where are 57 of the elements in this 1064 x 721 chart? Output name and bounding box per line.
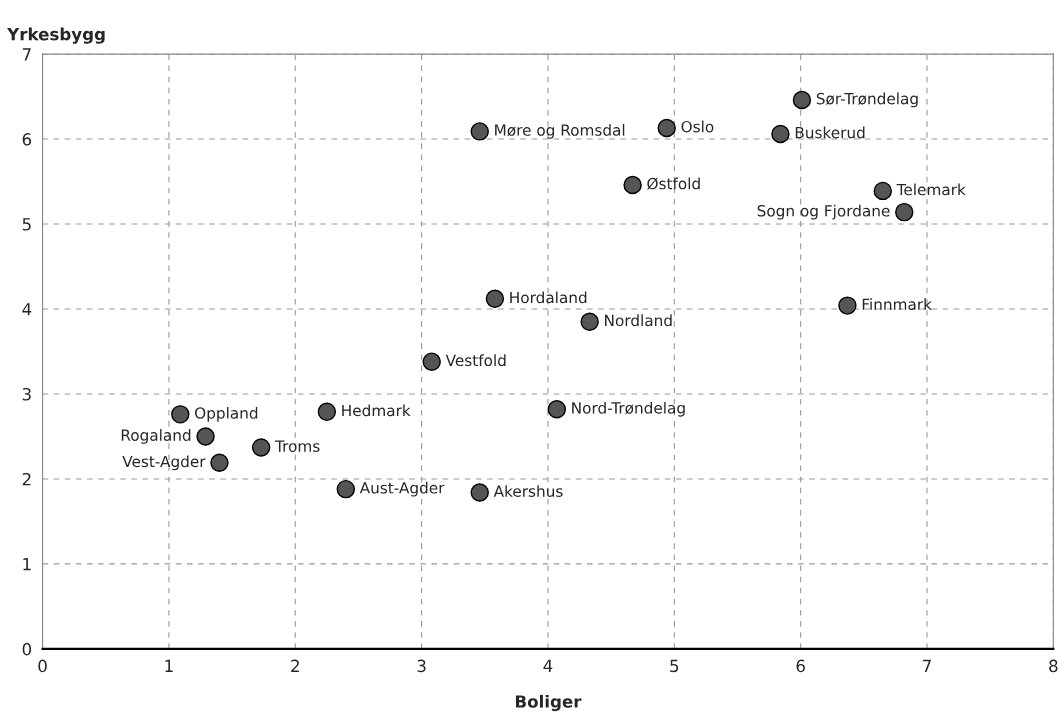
x-tick-label: 2 — [291, 659, 299, 672]
annotation: Aust-Agder — [359, 481, 445, 497]
x-tick-label: 7 — [923, 659, 931, 672]
y-tick-label: 0 — [22, 642, 32, 656]
x-tick-label: 3 — [417, 659, 426, 673]
point — [196, 427, 215, 446]
y-tick-label: 4 — [22, 303, 32, 316]
point — [251, 438, 271, 457]
y-tick-label: 3 — [22, 387, 31, 401]
annotation: Hordaland — [510, 291, 587, 304]
y-tick-label: 7 — [22, 48, 31, 61]
annotation: Sogn og Fjordane — [757, 204, 890, 220]
point — [171, 405, 190, 424]
y-tick-label: 1 — [23, 558, 31, 571]
annotation: Nordland — [605, 314, 672, 327]
annotation: Oslo — [681, 120, 714, 133]
point — [547, 400, 567, 419]
point — [317, 402, 337, 422]
point — [657, 118, 676, 138]
annotation: Troms — [274, 440, 320, 452]
annotation: Østfold — [647, 177, 700, 190]
annotation: Telemark — [896, 183, 966, 196]
annotation: Buskerud — [795, 126, 865, 139]
y-tick-label: 5 — [22, 218, 31, 231]
annotation: Sør-Trøndelag — [816, 92, 918, 108]
x-tick-label: 6 — [796, 659, 805, 673]
x-axis-title: Boliger — [515, 694, 582, 712]
annotation: Oppland — [195, 406, 258, 422]
y-axis-title: Yrkesbygg — [7, 27, 105, 44]
point — [210, 453, 229, 473]
annotation: Finnmark — [862, 298, 932, 311]
y-tick-label: 2 — [22, 472, 31, 486]
x-tick-label: 0 — [38, 659, 47, 673]
annotation: Rogaland — [121, 429, 191, 444]
annotation: Vestfold — [445, 354, 506, 367]
annotation: Vest-Agder — [122, 455, 206, 471]
point — [336, 479, 356, 499]
x-tick-label: 4 — [543, 659, 553, 672]
point — [792, 90, 812, 110]
annotation: Akershus — [493, 485, 563, 497]
x-tick-label: 8 — [1049, 659, 1058, 673]
y-tick-label: 6 — [22, 133, 32, 146]
annotation: Hedmark — [342, 404, 411, 417]
point — [895, 202, 914, 222]
point — [470, 483, 489, 502]
annotation: Nord-Trøndelag — [572, 401, 685, 417]
point — [580, 312, 599, 331]
x-tick-label: 1 — [165, 659, 173, 672]
point — [485, 289, 505, 309]
point — [422, 352, 441, 371]
x-tick-label: 5 — [670, 659, 679, 673]
annotation: Møre og Romsdal — [495, 124, 625, 139]
point — [623, 175, 642, 195]
point — [873, 181, 892, 201]
point — [470, 122, 489, 141]
point — [838, 296, 857, 315]
point — [771, 124, 790, 144]
